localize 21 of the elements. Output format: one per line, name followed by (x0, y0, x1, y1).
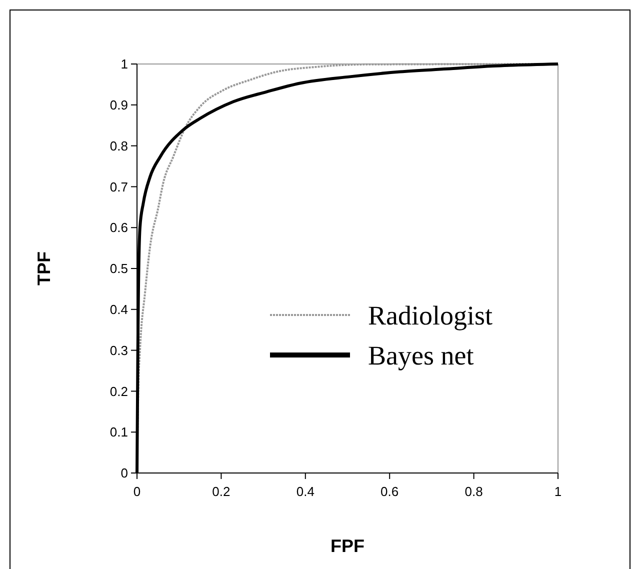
y-tick-label: 0.4 (110, 302, 128, 317)
x-tick-label: 0.8 (464, 484, 483, 499)
y-tick-label: 0.5 (110, 261, 128, 276)
y-tick-label: 0.8 (110, 138, 128, 154)
y-axis-title: TPF (34, 252, 54, 286)
y-tick-label: 0.9 (110, 97, 128, 112)
y-tick-label: 0.7 (110, 179, 128, 194)
legend-label: Radiologist (368, 300, 494, 330)
x-tick-label: 0.2 (212, 484, 230, 499)
x-tick-label: 0 (133, 484, 141, 499)
x-tick-label: 1 (554, 484, 562, 499)
y-tick-label: 0.3 (110, 342, 128, 358)
y-tick-label: 0 (120, 466, 128, 481)
x-tick-label: 0.6 (380, 484, 399, 499)
x-tick-label: 0.4 (296, 484, 314, 499)
y-tick-label: 0.6 (110, 220, 128, 236)
legend-label: Bayes net (368, 340, 474, 370)
x-axis-title: FPF (330, 536, 364, 556)
y-tick-label: 0.2 (110, 384, 128, 399)
y-tick-label: 0.1 (110, 424, 128, 440)
y-tick-label: 1 (120, 56, 128, 72)
